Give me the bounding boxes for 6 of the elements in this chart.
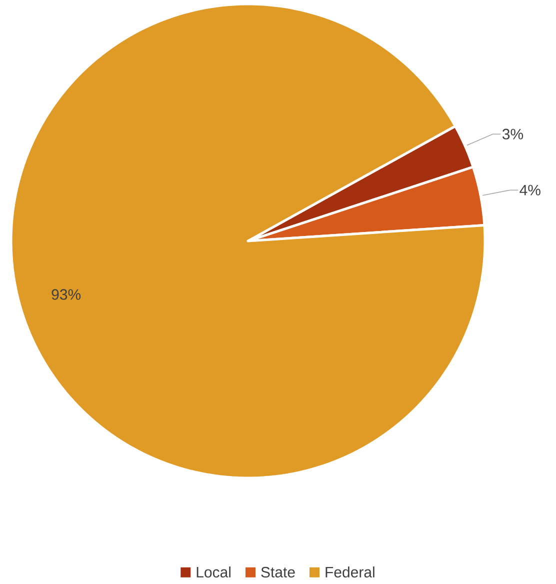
legend-label: State (261, 566, 295, 578)
legend-label: Local (196, 566, 230, 578)
data-label: 93% (52, 289, 81, 300)
slice-label: Federal (326, 566, 374, 578)
data-label: 3% (502, 128, 524, 140)
data-label: 4% (520, 184, 540, 196)
